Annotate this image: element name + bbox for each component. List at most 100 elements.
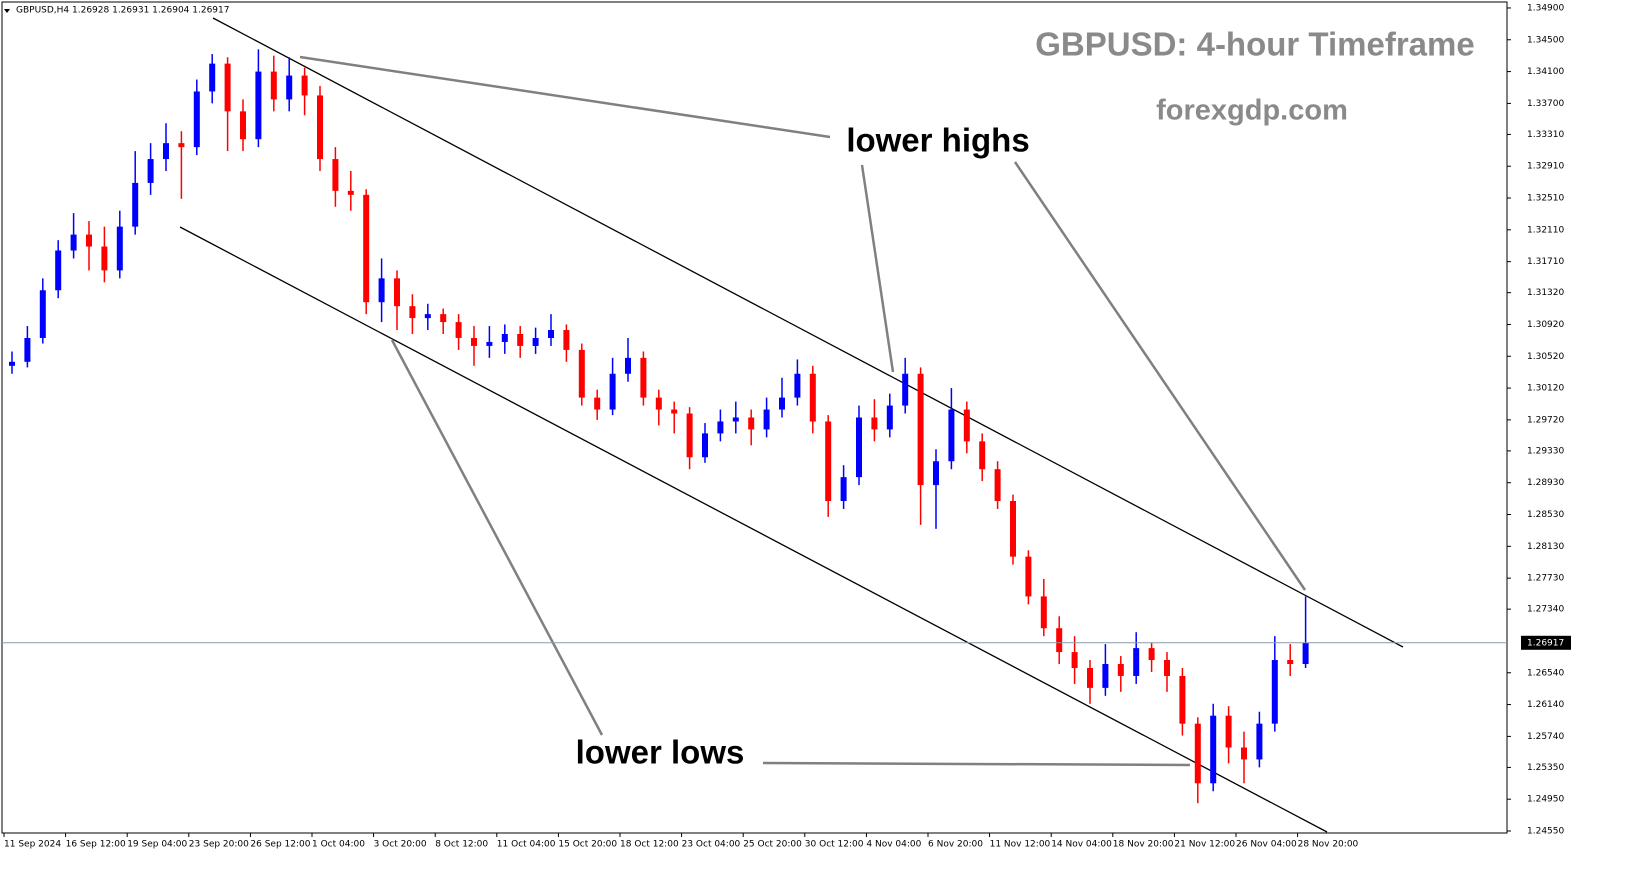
candle-body bbox=[409, 306, 416, 319]
candle-body bbox=[963, 409, 970, 442]
y-tick-label: 1.30920 bbox=[1527, 320, 1564, 330]
x-tick-label: 11 Sep 2024 bbox=[4, 840, 61, 850]
y-tick-label: 1.30520 bbox=[1527, 352, 1564, 362]
x-tick-label: 26 Nov 04:00 bbox=[1236, 840, 1297, 850]
candle-body bbox=[871, 417, 878, 430]
candle-body bbox=[594, 397, 601, 410]
y-tick-label: 1.29330 bbox=[1527, 446, 1564, 456]
y-tick-label: 1.27730 bbox=[1527, 574, 1564, 584]
candle-body bbox=[748, 417, 755, 430]
pointer bbox=[762, 761, 1191, 767]
candle-body bbox=[70, 234, 77, 251]
x-tick-label: 26 Sep 12:00 bbox=[250, 840, 310, 850]
x-tick-label: 4 Nov 04:00 bbox=[866, 840, 921, 850]
y-tick-label: 1.28130 bbox=[1527, 542, 1564, 552]
candle-body bbox=[1194, 723, 1201, 784]
candle-body bbox=[856, 417, 862, 478]
y-tick-label: 1.32910 bbox=[1527, 162, 1564, 172]
candle-body bbox=[270, 71, 277, 100]
y-tick-label: 1.31320 bbox=[1527, 288, 1564, 298]
price-label: 1.26917 bbox=[1527, 638, 1564, 648]
candle-body bbox=[363, 194, 370, 303]
candle-body bbox=[840, 477, 847, 501]
x-tick-label: 3 Oct 20:00 bbox=[374, 840, 427, 850]
candle-body bbox=[1117, 664, 1124, 676]
upper-channel bbox=[212, 17, 1404, 648]
candle-body bbox=[378, 278, 385, 303]
y-tick-label: 1.28530 bbox=[1527, 510, 1564, 520]
x-tick-label: 28 Nov 20:00 bbox=[1298, 840, 1359, 850]
candle-body bbox=[948, 409, 955, 462]
candle-body bbox=[763, 409, 770, 430]
candle-body bbox=[1225, 715, 1232, 748]
x-tick-label: 23 Sep 20:00 bbox=[189, 840, 249, 850]
candle-body bbox=[655, 397, 662, 410]
candle-body bbox=[501, 334, 508, 342]
x-tick-label: 15 Oct 20:00 bbox=[558, 840, 617, 850]
candle-body bbox=[86, 234, 92, 247]
pointer bbox=[1013, 161, 1307, 591]
candle-body bbox=[686, 413, 693, 458]
candle-body bbox=[532, 337, 539, 346]
y-tick-label: 1.24950 bbox=[1527, 795, 1564, 805]
y-tick-label: 1.32510 bbox=[1527, 194, 1564, 204]
annotation: lower highs bbox=[846, 122, 1029, 159]
candle-body bbox=[424, 314, 431, 319]
candle-body bbox=[979, 441, 986, 470]
y-tick-label: 1.27340 bbox=[1527, 605, 1564, 615]
y-tick-label: 1.30120 bbox=[1527, 384, 1564, 394]
candle-body bbox=[886, 405, 893, 430]
candle-body bbox=[1148, 648, 1155, 661]
candle-body bbox=[1179, 675, 1186, 724]
candle-body bbox=[193, 91, 200, 148]
candle-body bbox=[9, 361, 15, 366]
candle-body bbox=[394, 278, 400, 307]
candle-body bbox=[1210, 715, 1217, 784]
candle-body bbox=[301, 75, 308, 96]
pointer bbox=[390, 339, 604, 736]
candle-body bbox=[902, 373, 909, 406]
candle-body bbox=[671, 409, 678, 414]
annotation: lower lows bbox=[576, 734, 745, 771]
candle-body bbox=[455, 322, 462, 338]
x-tick-label: 16 Sep 12:00 bbox=[66, 840, 126, 850]
candle-body bbox=[917, 373, 924, 486]
candle-body bbox=[825, 421, 832, 501]
x-tick-label: 11 Nov 12:00 bbox=[990, 840, 1051, 850]
pointers bbox=[299, 55, 1307, 767]
candle-body bbox=[440, 314, 447, 323]
lower-channel bbox=[179, 226, 1328, 833]
candle-body bbox=[578, 349, 585, 398]
candle-body bbox=[732, 417, 739, 422]
x-tick-label: 18 Nov 20:00 bbox=[1113, 840, 1174, 850]
x-tick-label: 1 Oct 04:00 bbox=[312, 840, 365, 850]
y-tick-label: 1.25740 bbox=[1527, 732, 1564, 742]
y-tick-label: 1.31710 bbox=[1527, 257, 1564, 267]
candle-body bbox=[717, 421, 724, 434]
candle-body bbox=[1102, 664, 1109, 688]
y-tick-label: 1.32110 bbox=[1527, 225, 1564, 235]
x-tick-label: 25 Oct 20:00 bbox=[743, 840, 802, 850]
candle-body bbox=[809, 373, 816, 422]
y-tick-label: 1.26140 bbox=[1527, 700, 1564, 710]
candle-body bbox=[1056, 628, 1063, 653]
candle-body bbox=[486, 341, 493, 346]
x-tick-label: 6 Nov 20:00 bbox=[928, 840, 983, 850]
pointer bbox=[299, 55, 831, 139]
y-tick-label: 1.25350 bbox=[1527, 763, 1564, 773]
candle-body bbox=[702, 433, 708, 458]
candle-body bbox=[1010, 500, 1016, 557]
candle-body bbox=[1133, 648, 1140, 676]
menu-arrow bbox=[4, 9, 10, 13]
candle-body bbox=[471, 337, 477, 346]
candle-body bbox=[332, 159, 339, 191]
candle-body bbox=[609, 373, 616, 410]
candle-body bbox=[640, 357, 647, 398]
candle-body bbox=[178, 143, 185, 148]
candle-body bbox=[779, 397, 785, 410]
y-tick-label: 1.28930 bbox=[1527, 478, 1564, 488]
candle-body bbox=[286, 75, 293, 100]
pointer bbox=[860, 164, 895, 373]
y-tick-label: 1.34100 bbox=[1527, 67, 1564, 77]
plot-frame bbox=[1, 1, 1508, 834]
